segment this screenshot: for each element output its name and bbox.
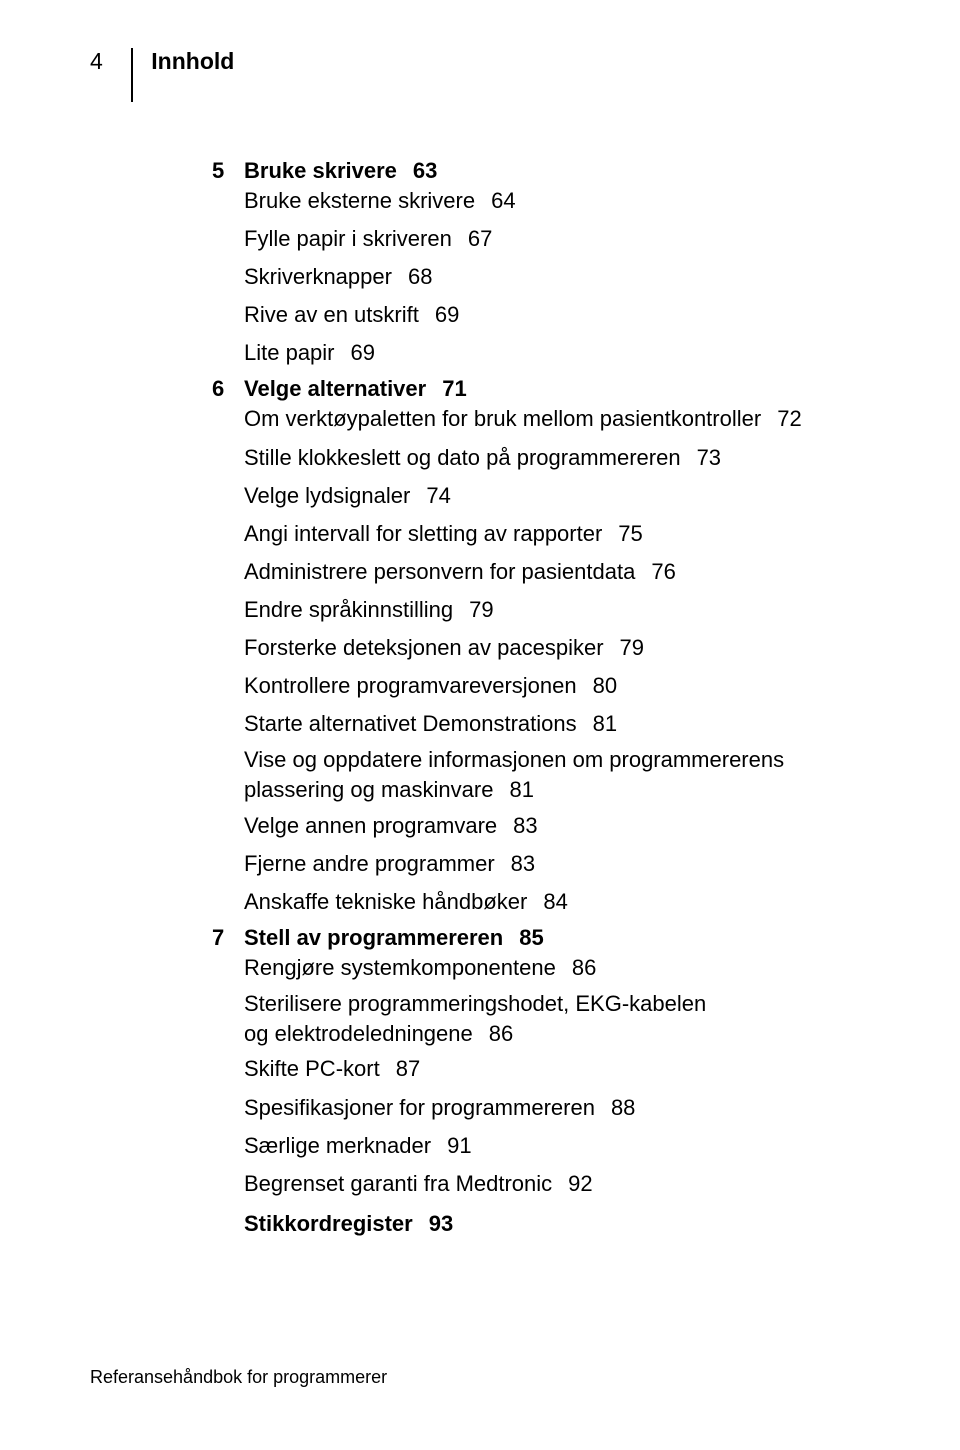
toc-page: 84 <box>543 889 567 914</box>
chapter-title: Velge alternativer 71 <box>244 376 467 402</box>
toc-chapter-7: 7 Stell av programmereren 85 <box>212 925 900 951</box>
toc-entry: Bruke eksterne skrivere 64 <box>212 184 900 218</box>
toc-text-line1: Vise og oppdatere informasjonen om progr… <box>244 747 784 772</box>
toc-text: Skifte PC-kort <box>244 1056 380 1081</box>
toc-page: 79 <box>620 635 644 660</box>
chapter-title: Stell av programmereren 85 <box>244 925 544 951</box>
toc-entry: Angi intervall for sletting av rapporter… <box>212 517 900 551</box>
toc-entry: Særlige merknader 91 <box>212 1129 900 1163</box>
chapter-page: 71 <box>442 376 466 401</box>
toc-text: Rengjøre systemkomponentene <box>244 955 556 980</box>
toc-text: Anskaffe tekniske håndbøker <box>244 889 527 914</box>
toc-text-line2: plassering og maskinvare <box>244 777 493 802</box>
toc-entry-multiline: Vise og oppdatere informasjonen om progr… <box>212 745 900 804</box>
header-title: Innhold <box>151 48 234 76</box>
toc-page: 92 <box>568 1171 592 1196</box>
toc-text-line2: og elektrodeledningene <box>244 1021 473 1046</box>
toc-index: Stikkordregister 93 <box>212 1211 900 1237</box>
chapter-title-text: Stell av programmereren <box>244 925 503 950</box>
toc-page: 72 <box>777 406 801 431</box>
toc-entry: Anskaffe tekniske håndbøker 84 <box>212 885 900 919</box>
index-title: Stikkordregister <box>244 1211 413 1236</box>
toc-page: 88 <box>611 1095 635 1120</box>
toc-entry: Velge lydsignaler 74 <box>212 479 900 513</box>
header-divider <box>131 48 134 102</box>
toc-entry: Starte alternativet Demonstrations 81 <box>212 707 900 741</box>
chapter-number: 7 <box>212 925 244 951</box>
chapter-page: 85 <box>519 925 543 950</box>
toc-page: 67 <box>468 226 492 251</box>
toc-page: 64 <box>491 188 515 213</box>
toc-entry: Begrenset garanti fra Medtronic 92 <box>212 1167 900 1201</box>
toc-page: 69 <box>351 340 375 365</box>
toc-text: Velge annen programvare <box>244 813 497 838</box>
toc-chapter-5: 5 Bruke skrivere 63 <box>212 158 900 184</box>
toc-text: Bruke eksterne skrivere <box>244 188 475 213</box>
page-number-top: 4 <box>90 48 103 76</box>
toc-text: Kontrollere programvareversjonen <box>244 673 577 698</box>
toc-entry: Velge annen programvare 83 <box>212 809 900 843</box>
toc-page: 86 <box>489 1021 513 1046</box>
chapter-page: 63 <box>413 158 437 183</box>
toc-text: Begrenset garanti fra Medtronic <box>244 1171 552 1196</box>
toc-entry: Om verktøypaletten for bruk mellom pasie… <box>212 402 900 436</box>
toc-text: Angi intervall for sletting av rapporter <box>244 521 602 546</box>
toc-page: 69 <box>435 302 459 327</box>
toc-entry: Forsterke deteksjonen av pacespiker 79 <box>212 631 900 665</box>
toc-page: 68 <box>408 264 432 289</box>
toc-entry: Rengjøre systemkomponentene 86 <box>212 951 900 985</box>
toc-text: Fylle papir i skriveren <box>244 226 452 251</box>
index-page: 93 <box>429 1211 453 1236</box>
page-header: 4 Innhold <box>90 48 920 102</box>
toc-text: Administrere personvern for pasientdata <box>244 559 635 584</box>
toc-entry: Stille klokkeslett og dato på programmer… <box>212 441 900 475</box>
toc-page: 73 <box>697 445 721 470</box>
chapter-title: Bruke skrivere 63 <box>244 158 437 184</box>
toc-text: Starte alternativet Demonstrations <box>244 711 577 736</box>
toc-entry: Rive av en utskrift 69 <box>212 298 900 332</box>
toc-text: Velge lydsignaler <box>244 483 410 508</box>
toc-text: Fjerne andre programmer <box>244 851 495 876</box>
toc-page: 79 <box>469 597 493 622</box>
toc-page: 83 <box>513 813 537 838</box>
toc-page: 86 <box>572 955 596 980</box>
toc-text: Lite papir <box>244 340 335 365</box>
toc-page: 81 <box>509 777 533 802</box>
toc-entry: Spesifikasjoner for programmereren 88 <box>212 1091 900 1125</box>
toc-entry: Kontrollere programvareversjonen 80 <box>212 669 900 703</box>
toc-entry: Administrere personvern for pasientdata 7… <box>212 555 900 589</box>
toc-text: Stille klokkeslett og dato på programmer… <box>244 445 681 470</box>
toc-text: Særlige merknader <box>244 1133 431 1158</box>
toc-text: Spesifikasjoner for programmereren <box>244 1095 595 1120</box>
chapter-title-text: Bruke skrivere <box>244 158 397 183</box>
toc-entry: Skifte PC-kort 87 <box>212 1052 900 1086</box>
toc-text: Om verktøypaletten for bruk mellom pasie… <box>244 406 761 431</box>
toc-page: 80 <box>593 673 617 698</box>
toc-page: 91 <box>447 1133 471 1158</box>
toc-page: 74 <box>426 483 450 508</box>
chapter-title-text: Velge alternativer <box>244 376 426 401</box>
toc-entry: Fylle papir i skriveren 67 <box>212 222 900 256</box>
toc-page: 83 <box>511 851 535 876</box>
toc-text-line1: Sterilisere programmeringshodet, EKG-kab… <box>244 991 706 1016</box>
toc-entry: Fjerne andre programmer 83 <box>212 847 900 881</box>
toc-entry: Skriverknapper 68 <box>212 260 900 294</box>
toc-chapter-6: 6 Velge alternativer 71 <box>212 376 900 402</box>
toc-page: 81 <box>593 711 617 736</box>
toc-page: 87 <box>396 1056 420 1081</box>
toc-text: Forsterke deteksjonen av pacespiker <box>244 635 604 660</box>
toc-text: Endre språkinnstilling <box>244 597 453 622</box>
toc-text: Skriverknapper <box>244 264 392 289</box>
toc-entry-multiline: Sterilisere programmeringshodet, EKG-kab… <box>212 989 900 1048</box>
chapter-number: 6 <box>212 376 244 402</box>
table-of-contents: 5 Bruke skrivere 63 Bruke eksterne skrive… <box>90 158 920 1237</box>
chapter-number: 5 <box>212 158 244 184</box>
toc-page: 75 <box>618 521 642 546</box>
toc-entry: Lite papir 69 <box>212 336 900 370</box>
toc-page: 76 <box>651 559 675 584</box>
toc-text: Rive av en utskrift <box>244 302 419 327</box>
toc-entry: Endre språkinnstilling 79 <box>212 593 900 627</box>
footer-text: Referansehåndbok for programmerer <box>90 1367 387 1388</box>
